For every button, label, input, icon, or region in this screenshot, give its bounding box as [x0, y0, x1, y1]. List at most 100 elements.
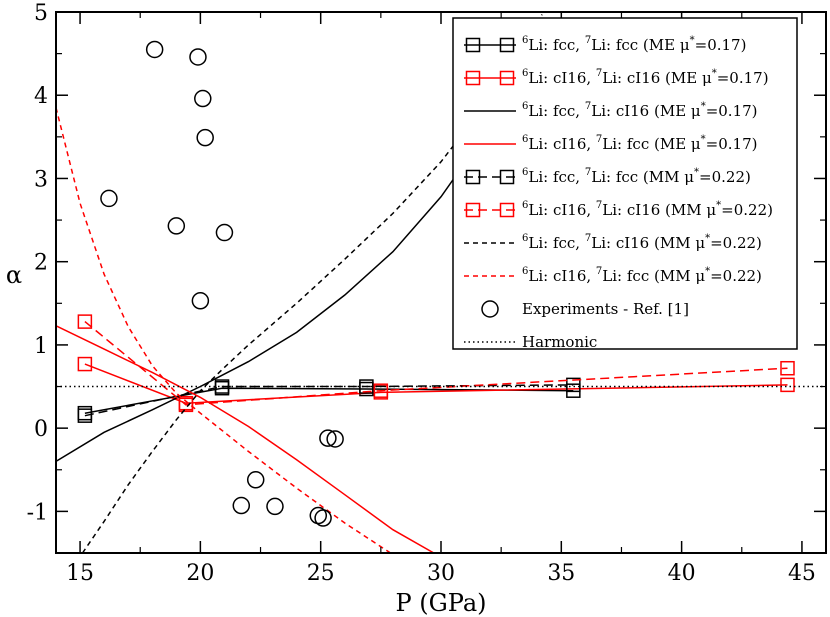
legend-label-text: =0.17): [695, 36, 747, 54]
legend-label-text: Li: fcc,: [528, 36, 584, 54]
legend-label: Experiments - Ref. [1]: [522, 300, 689, 318]
legend-label-text: Li: fcc (MM μ: [591, 168, 694, 186]
legend-label-text: =0.22): [710, 234, 762, 252]
y-tick-label: -1: [27, 500, 48, 525]
legend-swatch-marker: [465, 70, 481, 86]
legend-label: 6Li: cI16, 7Li: cI16 (MM μ*=0.22): [522, 200, 773, 219]
legend-label-superscript: 6: [522, 233, 528, 244]
legend-label-superscript: 7: [585, 101, 591, 112]
legend-swatch-marker: [465, 37, 481, 53]
data-point: [191, 292, 210, 310]
y-axis-title: α: [6, 261, 22, 289]
legend-entry: 6Li: fcc, 7Li: fcc (ME μ*=0.17): [464, 35, 746, 54]
legend-label: 6Li: fcc, 7Li: fcc (MM μ*=0.22): [522, 167, 751, 186]
data-point: [780, 377, 795, 393]
legend-swatch-marker: [499, 169, 515, 185]
legend-swatch-marker: [481, 300, 499, 318]
legend-label-text: Li: fcc (ME μ: [602, 135, 701, 153]
legend-label-superscript: 7: [596, 134, 602, 145]
legend-label-superscript: 6: [522, 134, 528, 145]
legend-label-text: =0.17): [706, 102, 758, 120]
legend-label-text: Li: cI16,: [528, 69, 596, 87]
legend-label-superscript: 6: [522, 266, 528, 277]
data-point: [266, 497, 284, 516]
y-tick-label: 0: [34, 417, 48, 442]
legend-label-text: Experiments - Ref. [1]: [522, 300, 689, 318]
data-point: [373, 383, 389, 398]
x-tick-label: 25: [307, 561, 335, 586]
data-point: [319, 429, 337, 447]
data-point: [232, 496, 251, 515]
legend-label-text: =0.22): [721, 201, 773, 219]
legend-label-superscript: 7: [596, 200, 602, 211]
legend-label-text: Li: cI16 (MM μ: [591, 234, 705, 252]
legend-label-superscript: *: [712, 68, 717, 79]
legend-label-superscript: 7: [585, 233, 591, 244]
legend-label-superscript: *: [705, 233, 710, 244]
series-4: [77, 377, 581, 423]
legend-entry: Experiments - Ref. [1]: [481, 300, 689, 318]
data-point: [77, 408, 93, 423]
legend-label-text: Li: cI16 (MM μ: [602, 201, 716, 219]
legend-label-superscript: 7: [585, 35, 591, 46]
data-point: [196, 128, 214, 147]
legend-label: 6Li: fcc, 7Li: fcc (ME μ*=0.17): [522, 35, 746, 54]
legend-label: 6Li: cI16, 7Li: cI16 (ME μ*=0.17): [522, 68, 769, 87]
legend-label-superscript: *: [705, 266, 710, 277]
legend-label-text: =0.22): [710, 267, 762, 285]
series-line: [84, 321, 788, 406]
series-line: [56, 325, 435, 553]
data-point: [77, 356, 93, 372]
series-line: [84, 384, 574, 417]
series-7: [56, 107, 391, 553]
legend-label-superscript: 6: [522, 200, 528, 211]
legend-entry: 6Li: fcc, 7Li: cI16 (MM μ*=0.22): [464, 233, 762, 252]
legend-label-text: Li: fcc,: [528, 168, 584, 186]
legend-label-superscript: 6: [522, 101, 528, 112]
legend-label-superscript: *: [701, 101, 706, 112]
legend-label-superscript: 6: [522, 167, 528, 178]
legend-entry: 6Li: cI16, 7Li: fcc (ME μ*=0.17): [464, 134, 758, 153]
series-8: [100, 40, 344, 527]
legend-label: Harmonic: [522, 333, 597, 351]
legend-label: 6Li: fcc, 7Li: cI16 (MM μ*=0.22): [522, 233, 762, 252]
legend-label-text: Li: fcc (MM μ: [602, 267, 705, 285]
legend-label-superscript: *: [701, 134, 706, 145]
data-point: [780, 360, 795, 376]
data-point: [178, 397, 194, 413]
x-tick-label: 40: [668, 561, 696, 586]
y-tick-label: 4: [34, 84, 48, 109]
legend-label-text: =0.22): [699, 168, 751, 186]
data-point: [145, 40, 164, 59]
y-tick-label: 5: [34, 1, 48, 26]
data-point: [246, 471, 265, 489]
data-point: [167, 217, 186, 235]
legend-label-text: =0.17): [706, 135, 758, 153]
legend-label-superscript: 6: [522, 35, 528, 46]
legend-label-superscript: 7: [585, 167, 591, 178]
legend-label-text: Li: cI16,: [528, 135, 596, 153]
data-point: [326, 430, 344, 448]
y-tick-label: 1: [34, 334, 48, 359]
legend-label: 6Li: cI16, 7Li: fcc (ME μ*=0.17): [522, 134, 758, 153]
legend-label-text: Li: cI16,: [528, 267, 596, 285]
legend-label-text: Li: cI16,: [528, 201, 596, 219]
legend-label-superscript: 6: [522, 68, 528, 79]
data-point: [314, 509, 332, 527]
data-point: [566, 377, 581, 393]
data-point: [194, 89, 212, 108]
x-tick-label: 35: [547, 561, 575, 586]
legend-label-text: Li: cI16 (ME μ: [591, 102, 701, 120]
legend-label-superscript: 7: [596, 266, 602, 277]
x-tick-label: 30: [427, 561, 455, 586]
data-point: [359, 379, 374, 394]
legend-label-text: =0.17): [717, 69, 769, 87]
series-5: [77, 314, 795, 413]
y-tick-label: 2: [34, 251, 48, 276]
data-point: [215, 223, 234, 242]
series-line: [56, 107, 391, 553]
legend-entry: 6Li: cI16, 7Li: cI16 (ME μ*=0.17): [464, 68, 769, 87]
x-tick-label: 15: [66, 561, 94, 586]
